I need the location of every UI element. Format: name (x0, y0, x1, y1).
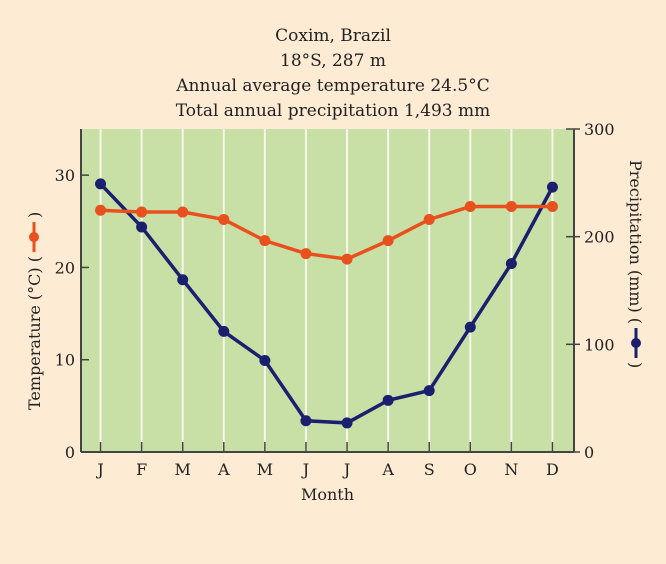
temperature-point (546, 201, 558, 213)
precipitation-point (546, 181, 558, 193)
temperature-point (259, 235, 271, 247)
temperature-line (100, 204, 553, 261)
x-tick-label: M (257, 460, 273, 479)
temperature-point (95, 204, 107, 216)
precipitation-point (218, 325, 230, 337)
x-tick-label: N (504, 460, 518, 479)
temperature-point (136, 206, 148, 218)
y-left-tick-label: 10 (55, 351, 75, 370)
precipitation-point (341, 417, 353, 429)
precipitation-point (382, 394, 394, 406)
y-right-label-close: ) (626, 362, 645, 368)
x-axis-label: Month (301, 485, 354, 504)
y-left-tick-label: 20 (55, 258, 75, 277)
x-tick-label: M (175, 460, 191, 479)
precipitation-point (464, 321, 476, 333)
temperature-point (177, 206, 189, 218)
temperature-point (218, 213, 230, 225)
temperature-point (505, 201, 517, 213)
temperature-point (382, 235, 394, 247)
temperature-point (423, 213, 435, 225)
x-tick-label: A (217, 460, 230, 479)
precipitation-point (177, 274, 189, 286)
chart-title-line-4: Total annual precipitation 1,493 mm (175, 101, 491, 121)
temperature-point (341, 253, 353, 265)
y-left-tick-label: 0 (65, 443, 75, 462)
precipitation-legend-marker (631, 338, 641, 349)
temperature-point (464, 201, 476, 213)
precipitation-point (300, 415, 312, 427)
x-tick-label: D (546, 460, 559, 479)
y-right-tick-label: 0 (584, 443, 594, 462)
precipitation-point (505, 258, 517, 270)
x-tick-label: O (464, 460, 477, 479)
y-left-label: Temperature (°C) ( (25, 256, 44, 410)
x-tick-label: F (136, 460, 147, 479)
precipitation-line (99, 182, 554, 425)
x-tick-label: S (424, 460, 435, 479)
x-tick-label: J (342, 460, 350, 479)
plot-area (81, 129, 574, 452)
temperature-legend-marker (29, 232, 39, 243)
chart-title-line-2: 18°S, 287 m (280, 51, 386, 71)
x-tick-label: A (381, 460, 394, 479)
precipitation-point (423, 385, 435, 397)
y-right-label: Precipitation (mm) ( (626, 160, 645, 324)
x-tick-label: J (95, 460, 103, 479)
x-tick-label: J (301, 460, 309, 479)
precipitation-point (136, 221, 148, 233)
chart-title-line-3: Annual average temperature 24.5°C (176, 76, 490, 96)
precipitation-point (259, 354, 271, 366)
temperature-point (300, 248, 312, 260)
y-left-label-close: ) (25, 212, 44, 218)
y-left-tick-label: 30 (55, 166, 75, 185)
y-right-tick-label: 100 (584, 335, 615, 354)
y-right-tick-label: 300 (584, 120, 615, 139)
y-right-tick-label: 200 (584, 228, 615, 247)
chart-title-line-1: Coxim, Brazil (275, 26, 391, 46)
precipitation-point (95, 178, 107, 190)
